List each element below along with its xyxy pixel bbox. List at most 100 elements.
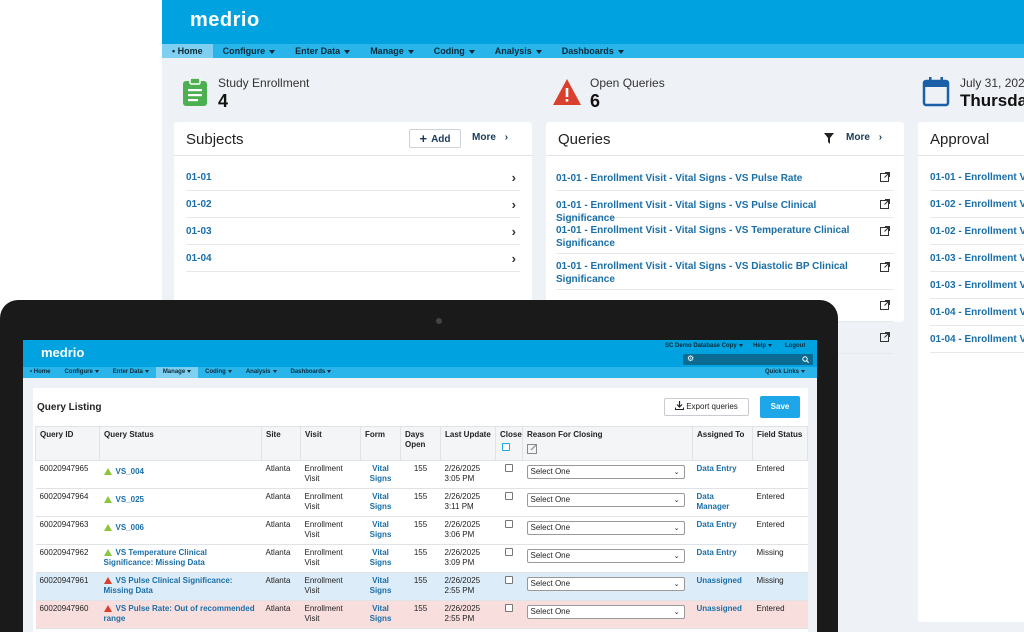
form-link[interactable]: Vital Signs: [369, 520, 392, 539]
external-link-icon[interactable]: [880, 300, 890, 310]
nav-item-coding[interactable]: Coding: [424, 44, 485, 58]
approval-row[interactable]: 01-02 - Enrollment Visit: [930, 218, 1024, 245]
gear-icon[interactable]: ⚙: [687, 354, 695, 363]
assignee-link[interactable]: Data Manager: [696, 492, 730, 511]
query-status[interactable]: VS_006: [99, 516, 262, 545]
assignee-link[interactable]: Data Entry: [696, 548, 737, 557]
quick-links-menu[interactable]: Quick Links: [765, 367, 805, 378]
approval-row[interactable]: 01-03 - Enrollment Visit: [930, 272, 1024, 299]
search-icon[interactable]: [802, 356, 809, 363]
logout-link[interactable]: Logout: [785, 343, 806, 349]
subject-row[interactable]: 01-04 ›: [186, 245, 520, 272]
last-update: 2/26/2025 3:05 PM: [440, 460, 496, 489]
nav-label: Coding: [205, 369, 226, 375]
assignee-link[interactable]: Unassigned: [696, 604, 742, 613]
help-menu[interactable]: Help: [753, 343, 773, 349]
query-status[interactable]: VS Temperature Clinical Significance: Mi…: [99, 544, 262, 573]
nav-item-analysis[interactable]: Analysis: [485, 44, 552, 58]
nav-item-home[interactable]: • Home: [23, 367, 57, 378]
external-link-icon[interactable]: [880, 226, 890, 236]
approval-row[interactable]: 01-04 - Enrollment Visit: [930, 299, 1024, 326]
external-link-icon[interactable]: [880, 199, 890, 209]
external-link-icon[interactable]: [880, 332, 890, 342]
form-link[interactable]: Vital Signs: [369, 548, 392, 567]
nav-label: Enter Data: [112, 369, 143, 375]
approval-row[interactable]: 01-04 - Enrollment Visit: [930, 326, 1024, 353]
close-checkbox[interactable]: [505, 464, 513, 472]
assignee-link[interactable]: Data Entry: [696, 520, 737, 529]
approval-row[interactable]: 01-02 - Enrollment Visit: [930, 191, 1024, 218]
reason-select[interactable]: Select One ⌄: [526, 549, 685, 563]
nav-item-configure[interactable]: Configure: [213, 44, 286, 58]
reason-select[interactable]: Select One ⌄: [526, 493, 685, 507]
subject-row[interactable]: 01-03 ›: [186, 218, 520, 245]
chevron-down-icon: ⌄: [673, 609, 680, 616]
reason-select[interactable]: Select One ⌄: [526, 521, 685, 535]
export-queries-button[interactable]: Export queries: [664, 398, 749, 416]
edit-icon[interactable]: [527, 444, 538, 456]
external-link-icon[interactable]: [880, 262, 890, 272]
filter-icon[interactable]: [824, 133, 834, 144]
nav-item-dashboards[interactable]: Dashboards: [552, 44, 634, 58]
nav-item-analysis[interactable]: Analysis: [239, 367, 284, 378]
table-row[interactable]: 60020947965 VS_004 Atlanta Enrollment Visit…: [35, 460, 808, 489]
close-checkbox[interactable]: [505, 520, 513, 528]
close-checkbox[interactable]: [505, 492, 513, 500]
close-checkbox[interactable]: [505, 548, 513, 556]
assignee-link[interactable]: Data Entry: [696, 464, 737, 473]
table-row[interactable]: 60020947961 VS Pulse Clinical Significanc…: [35, 572, 808, 601]
query-status-link[interactable]: VS_025: [115, 495, 144, 504]
close-checkbox[interactable]: [505, 604, 513, 612]
reason-select[interactable]: Select One ⌄: [526, 465, 685, 479]
nav-item-dashboards[interactable]: Dashboards: [284, 367, 339, 378]
query-status-link[interactable]: VS Pulse Rate: Out of recommended range: [103, 604, 255, 623]
approval-row[interactable]: 01-01 - Enrollment Visit: [930, 164, 1024, 191]
add-subject-button[interactable]: + Add: [409, 129, 461, 148]
form-link[interactable]: Vital Signs: [369, 576, 392, 595]
assigned-to: Unassigned: [692, 600, 753, 629]
save-button[interactable]: Save: [760, 396, 800, 418]
reason-select[interactable]: Select One ⌄: [526, 605, 685, 619]
assignee-link[interactable]: Unassigned: [696, 576, 742, 585]
nav-item-configure[interactable]: Configure: [57, 367, 105, 378]
query-status[interactable]: VS Pulse Clinical Significance: Missing …: [99, 572, 262, 601]
nav-item-coding[interactable]: Coding: [198, 367, 239, 378]
form-link[interactable]: Vital Signs: [369, 604, 392, 623]
close-checkbox[interactable]: [505, 576, 513, 584]
queries-more-button[interactable]: More ›: [846, 132, 882, 143]
query-status-link[interactable]: VS Pulse Clinical Significance: Missing …: [103, 576, 233, 595]
form-link[interactable]: Vital Signs: [369, 492, 392, 511]
subject-row[interactable]: 01-02 ›: [186, 191, 520, 218]
reason-select[interactable]: Select One ⌄: [526, 577, 685, 591]
search-bar[interactable]: ⚙: [683, 354, 813, 365]
table-row[interactable]: 60020947964 VS_025 Atlanta Enrollment Visit…: [35, 488, 808, 517]
medrio-logo[interactable]: medrio: [190, 9, 260, 31]
subject-row[interactable]: 01-01 ›: [186, 164, 520, 191]
query-row[interactable]: 01-01 - Enrollment Visit - Vital Signs -…: [556, 254, 894, 290]
nav-item-manage[interactable]: Manage: [360, 44, 424, 58]
table-row[interactable]: 60020947962 VS Temperature Clinical Signi…: [35, 544, 808, 573]
query-status[interactable]: VS_025: [99, 488, 262, 517]
external-link-icon[interactable]: [880, 172, 890, 182]
query-status[interactable]: VS_004: [99, 460, 262, 489]
subjects-more-button[interactable]: More ›: [472, 132, 508, 143]
nav-item-enter-data[interactable]: Enter Data: [106, 367, 156, 378]
table-row[interactable]: 60020947963 VS_006 Atlanta Enrollment Visit…: [35, 516, 808, 545]
query-status-link[interactable]: VS Temperature Clinical Significance: Mi…: [103, 548, 207, 567]
query-status-link[interactable]: VS_004: [115, 467, 144, 476]
query-row[interactable]: 01-01 - Enrollment Visit - Vital Signs -…: [556, 164, 894, 191]
nav-item-home[interactable]: • Home: [162, 44, 213, 58]
nav-item-manage[interactable]: Manage: [155, 367, 199, 378]
query-status[interactable]: VS Pulse Rate: Out of recommended range: [99, 600, 262, 629]
database-selector[interactable]: SC Demo Database Copy: [665, 343, 743, 349]
form-link[interactable]: Vital Signs: [369, 464, 392, 483]
select-all-checkbox[interactable]: [502, 443, 510, 451]
query-row[interactable]: 01-01 - Enrollment Visit - Vital Signs -…: [556, 218, 894, 254]
query-status-link[interactable]: VS_006: [115, 523, 144, 532]
approval-row[interactable]: 01-03 - Enrollment Visit: [930, 245, 1024, 272]
table-row[interactable]: 60020947960 VS Pulse Rate: Out of recomme…: [35, 600, 808, 629]
nav-item-enter-data[interactable]: Enter Data: [285, 44, 360, 58]
medrio-logo[interactable]: medrio: [41, 345, 85, 360]
field-status: Missing: [752, 544, 808, 573]
query-row[interactable]: 01-01 - Enrollment Visit - Vital Signs -…: [556, 191, 894, 224]
